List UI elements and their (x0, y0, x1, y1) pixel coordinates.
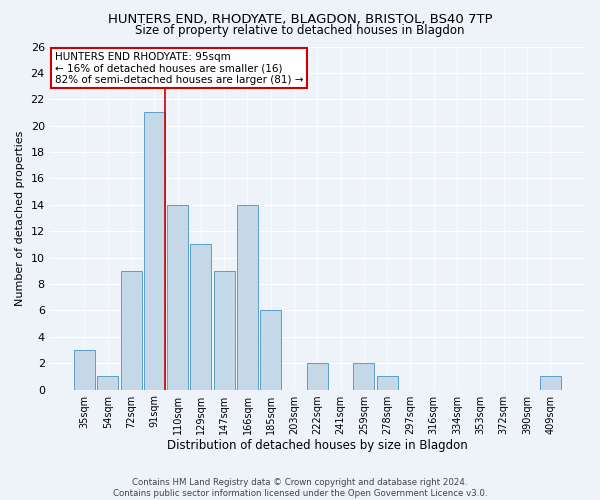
Text: Size of property relative to detached houses in Blagdon: Size of property relative to detached ho… (135, 24, 465, 37)
Bar (167, 205, 188, 390)
Bar (377, 376, 398, 390)
Bar (74, 350, 95, 390)
X-axis label: Distribution of detached houses by size in Blagdon: Distribution of detached houses by size … (167, 440, 468, 452)
Bar (144, 112, 165, 390)
Text: HUNTERS END RHODYATE: 95sqm
← 16% of detached houses are smaller (16)
82% of sem: HUNTERS END RHODYATE: 95sqm ← 16% of det… (55, 52, 304, 85)
Bar (307, 363, 328, 390)
Bar (260, 310, 281, 390)
Text: Contains HM Land Registry data © Crown copyright and database right 2024.
Contai: Contains HM Land Registry data © Crown c… (113, 478, 487, 498)
Bar (540, 376, 560, 390)
Text: HUNTERS END, RHODYATE, BLAGDON, BRISTOL, BS40 7TP: HUNTERS END, RHODYATE, BLAGDON, BRISTOL,… (107, 12, 493, 26)
Bar (97, 376, 118, 390)
Bar (237, 205, 258, 390)
Bar (353, 363, 374, 390)
Bar (190, 244, 211, 390)
Bar (214, 271, 235, 390)
Y-axis label: Number of detached properties: Number of detached properties (15, 130, 25, 306)
Bar (121, 271, 142, 390)
